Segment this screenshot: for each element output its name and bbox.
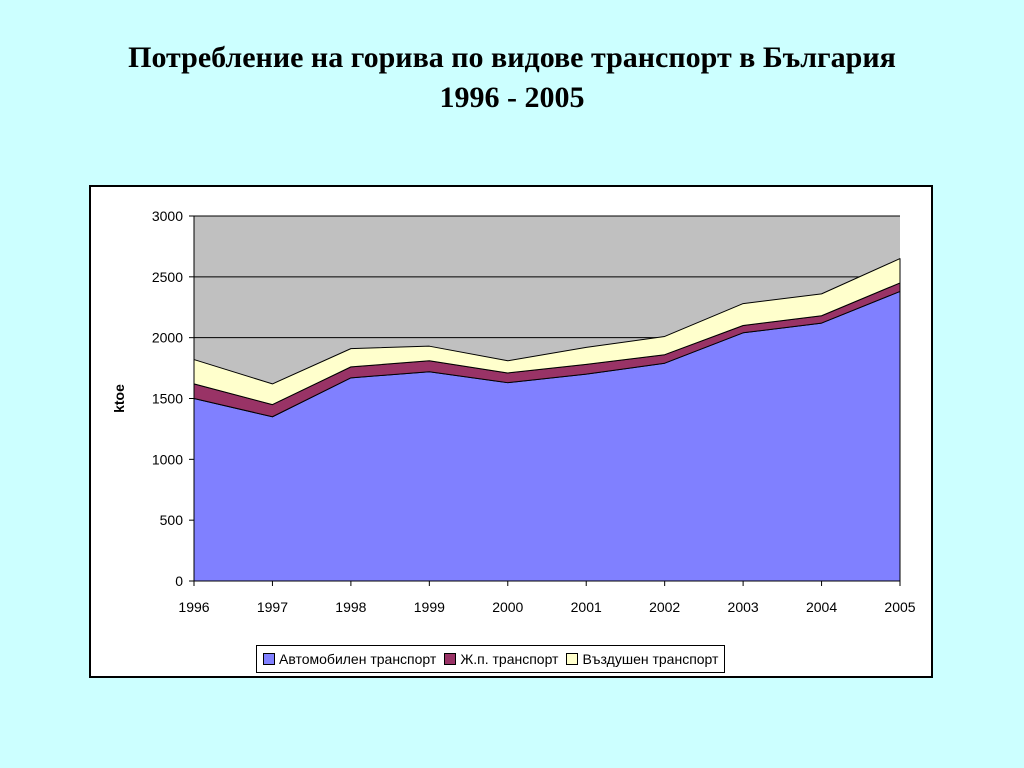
y-tick-label: 1000 — [152, 451, 183, 467]
chart-legend: Автомобилен транспорт Ж.п. транспорт Възду… — [256, 645, 726, 673]
y-tick-label: 500 — [160, 512, 184, 528]
area-chart: 0 500 1000 1500 2000 2500 3000 1996 1997 1998 1999… — [111, 208, 916, 615]
x-tick-label: 2000 — [492, 599, 523, 615]
series-area-2 — [193, 258, 901, 406]
legend-swatch — [444, 653, 457, 665]
x-tick-label: 1999 — [414, 599, 445, 615]
y-tick-label: 1500 — [152, 391, 183, 407]
x-tick-label: 1997 — [257, 599, 288, 615]
legend-label: Ж.п. транспорт — [460, 651, 559, 667]
x-tick-label: 2003 — [728, 599, 759, 615]
y-axis-label: ktoe — [111, 384, 127, 413]
y-tick-label: 0 — [175, 573, 183, 589]
legend-item: Въздушен транспорт — [566, 651, 718, 667]
legend-swatch — [263, 653, 275, 665]
x-tick-label: 1998 — [335, 599, 366, 615]
x-tick-label: 2001 — [571, 599, 602, 615]
legend-swatch — [566, 653, 579, 665]
legend-label: Автомобилен транспорт — [279, 651, 437, 667]
y-tick-label: 2500 — [152, 269, 183, 285]
x-tick-label: 1996 — [178, 599, 209, 615]
y-tick-label: 2000 — [152, 330, 183, 346]
title-line-2: 1996 - 2005 — [439, 81, 585, 114]
x-tick-label: 2002 — [649, 599, 680, 615]
legend-item: Ж.п. транспорт — [444, 651, 558, 667]
y-tick-label: 3000 — [152, 208, 183, 224]
x-tick-label: 2004 — [806, 599, 837, 615]
title-line-1: Потребление на горива по видове транспор… — [128, 41, 896, 74]
x-tick-label: 2005 — [884, 599, 915, 615]
legend-item: Автомобилен транспорт — [263, 651, 436, 667]
chart-frame: 0 500 1000 1500 2000 2500 3000 1996 1997 1998 1999… — [89, 185, 933, 678]
slide-title: Потребление на горива по видове транспор… — [0, 38, 1024, 118]
legend-label: Въздушен транспорт — [582, 651, 719, 667]
